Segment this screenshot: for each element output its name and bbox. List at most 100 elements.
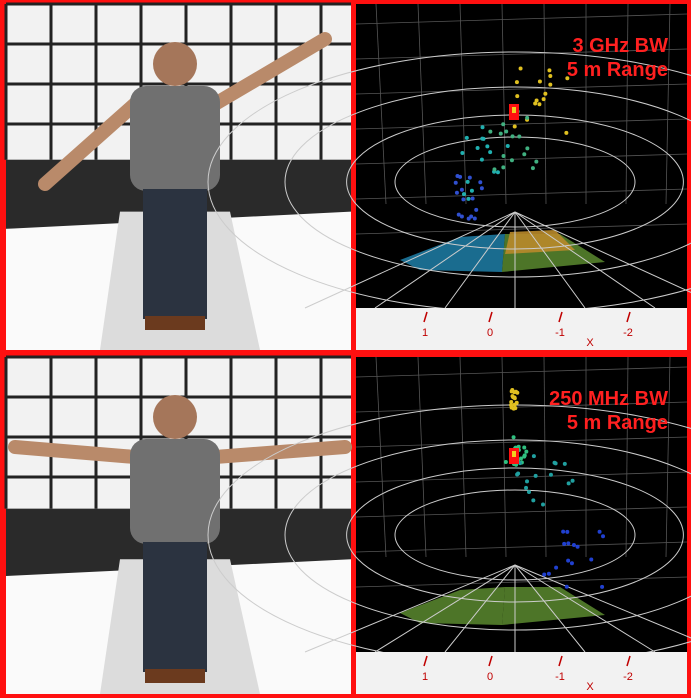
radar-point xyxy=(498,131,503,136)
radar-point xyxy=(488,129,493,134)
radar-point xyxy=(472,216,477,221)
x-axis-label: X xyxy=(586,337,594,349)
axis-strip xyxy=(356,652,687,694)
radar-point xyxy=(485,144,490,149)
radar-point xyxy=(461,192,466,197)
x-tick-label: -2 xyxy=(623,671,633,683)
x-tick-label: -2 xyxy=(623,327,633,339)
arm xyxy=(208,32,332,111)
head xyxy=(153,395,197,439)
annotation: 5 m Range xyxy=(567,59,668,81)
grid-line xyxy=(355,13,688,25)
grid-line xyxy=(625,3,629,205)
grid-line xyxy=(355,223,688,235)
radar-point xyxy=(515,94,520,99)
annotation: 3 GHz BW xyxy=(572,35,668,57)
grid-line xyxy=(625,356,629,558)
radar-point xyxy=(470,196,475,201)
radar-point xyxy=(522,454,527,459)
radar-point xyxy=(547,68,552,73)
radar-point xyxy=(475,146,480,151)
x-tick-label: -1 xyxy=(555,671,565,683)
radar-point xyxy=(531,498,536,503)
sector xyxy=(505,230,575,254)
radar-point xyxy=(541,97,546,102)
grid-line xyxy=(355,153,688,165)
radar-point xyxy=(601,534,606,539)
grid-line xyxy=(375,356,387,558)
radar-point xyxy=(519,456,524,461)
radar-point xyxy=(474,207,479,212)
radar-point xyxy=(509,400,514,405)
radial-line xyxy=(304,211,516,309)
radar-point xyxy=(514,400,519,405)
x-tick-label: 1 xyxy=(422,671,428,683)
radar-point xyxy=(554,565,559,570)
grid-line xyxy=(665,3,671,205)
radar-point xyxy=(513,406,518,411)
annotation: 250 MHz BW xyxy=(549,388,668,410)
radar-point xyxy=(548,82,553,87)
radar-point xyxy=(575,544,580,549)
radar-point xyxy=(469,188,474,193)
grid-line xyxy=(355,188,688,200)
radar-point xyxy=(562,541,567,546)
radar-point xyxy=(562,461,567,466)
grid-line xyxy=(459,3,467,205)
tick-mark xyxy=(626,311,631,323)
radar-point xyxy=(522,445,527,450)
radar-point xyxy=(454,190,459,195)
radar-point xyxy=(564,130,569,135)
grid-line xyxy=(417,3,427,205)
radar-point xyxy=(456,212,461,217)
tick-mark xyxy=(423,655,428,667)
target-marker-inner xyxy=(512,107,516,113)
radar-point xyxy=(509,405,514,410)
radial-line xyxy=(514,211,691,294)
radar-point xyxy=(534,98,539,103)
radar-point xyxy=(466,196,471,201)
panel: 3 GHz BW5 m Range 1 0 -1 -2 X xyxy=(4,2,691,350)
photo xyxy=(4,355,352,694)
radar-point xyxy=(455,174,460,179)
x-axis-label: X xyxy=(586,681,594,693)
shoes xyxy=(145,669,205,683)
radar-point xyxy=(501,122,506,127)
grid-line xyxy=(459,356,467,558)
radar-point xyxy=(459,187,464,192)
arm xyxy=(208,440,352,464)
radar-point xyxy=(565,76,570,81)
radar-point xyxy=(479,186,484,191)
radar-point xyxy=(480,125,485,130)
radar-point xyxy=(534,159,539,164)
radar-point xyxy=(546,571,551,576)
x-tick-label: 0 xyxy=(487,671,493,683)
radar-point xyxy=(553,461,558,466)
arm xyxy=(38,97,142,191)
radar-point xyxy=(479,157,484,162)
radial-line xyxy=(304,564,516,653)
radar-point xyxy=(515,472,520,477)
grid-line xyxy=(355,118,688,130)
tick-mark xyxy=(558,311,563,323)
radar-point xyxy=(488,150,493,155)
radar-point xyxy=(514,80,519,85)
grid-line xyxy=(355,366,688,378)
grid-line xyxy=(501,3,507,205)
radar-point xyxy=(526,489,531,494)
radar-point xyxy=(597,529,602,534)
radar-point xyxy=(511,435,516,440)
tick-mark xyxy=(558,655,563,667)
radar-point xyxy=(478,180,483,185)
grid-line xyxy=(355,541,688,553)
radial-line xyxy=(514,211,656,309)
sector xyxy=(502,587,605,625)
radial-line xyxy=(514,564,691,639)
radar-point xyxy=(501,153,506,158)
x-tick-label: -1 xyxy=(555,327,565,339)
radar-point xyxy=(503,459,508,464)
radar-point xyxy=(501,165,506,170)
radar-point xyxy=(481,136,486,141)
radial-line xyxy=(514,211,586,309)
